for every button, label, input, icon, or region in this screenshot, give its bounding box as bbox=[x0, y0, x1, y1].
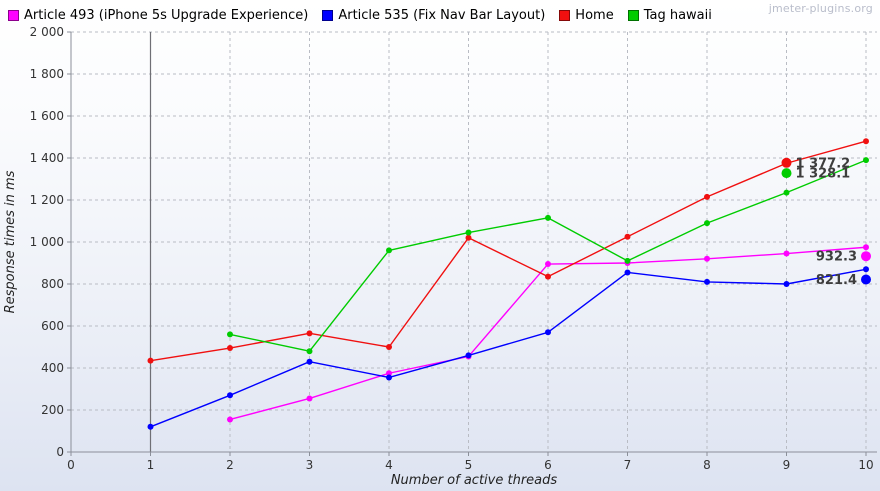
legend-label: Article 535 (Fix Nav Bar Layout) bbox=[338, 8, 546, 23]
x-tick-label: 10 bbox=[858, 458, 873, 472]
data-point bbox=[227, 345, 233, 352]
series-3 bbox=[227, 157, 869, 355]
x-tick-label: 4 bbox=[385, 458, 393, 472]
x-tick-label: 9 bbox=[783, 458, 791, 472]
y-axis-title: Response times in ms bbox=[3, 170, 18, 313]
x-tick-label: 5 bbox=[465, 458, 473, 472]
data-point bbox=[863, 138, 869, 145]
data-point bbox=[386, 374, 392, 381]
data-point bbox=[545, 273, 551, 280]
data-point bbox=[465, 352, 472, 359]
data-point bbox=[465, 234, 472, 241]
data-point bbox=[783, 189, 790, 196]
data-point bbox=[704, 255, 710, 262]
legend-label: Home bbox=[575, 8, 614, 23]
x-tick-label: 7 bbox=[624, 458, 632, 472]
final-value-text: 932.3 bbox=[816, 250, 857, 265]
y-tick-label: 1 400 bbox=[30, 151, 64, 165]
legend-swatch-green bbox=[627, 10, 639, 21]
final-value-text: 821.4 bbox=[816, 273, 857, 288]
y-tick-label: 1 200 bbox=[30, 193, 64, 207]
data-point bbox=[704, 278, 710, 285]
y-tick-label: 600 bbox=[41, 319, 64, 333]
final-value-text: 1 328.1 bbox=[796, 167, 851, 182]
final-value-text: 1 377.2 bbox=[796, 156, 851, 171]
data-point bbox=[704, 220, 710, 227]
chart-legend: Article 493 (iPhone 5s Upgrade Experienc… bbox=[8, 8, 712, 23]
y-tick-label: 2 000 bbox=[30, 25, 64, 39]
data-point bbox=[386, 370, 392, 377]
final-value-dot bbox=[781, 157, 792, 168]
x-tick-label: 2 bbox=[226, 458, 234, 472]
value-labels: 1 377.21 328.1 932.3 821.4 bbox=[781, 156, 871, 288]
data-point bbox=[783, 281, 790, 287]
y-tick-label: 200 bbox=[41, 403, 64, 417]
data-point bbox=[147, 423, 154, 430]
data-point bbox=[386, 247, 392, 254]
legend-label: Article 493 (iPhone 5s Upgrade Experienc… bbox=[24, 8, 309, 23]
data-series bbox=[147, 138, 869, 430]
data-point bbox=[386, 344, 392, 350]
y-tick-label: 1 000 bbox=[30, 235, 64, 249]
x-tick-label: 6 bbox=[544, 458, 552, 472]
data-point bbox=[227, 416, 233, 423]
data-point bbox=[863, 157, 869, 164]
legend-item-article-535: Article 535 (Fix Nav Bar Layout) bbox=[322, 8, 545, 23]
legend-item-article-493: Article 493 (iPhone 5s Upgrade Experienc… bbox=[8, 8, 308, 23]
data-point bbox=[306, 348, 313, 355]
final-value-dot bbox=[781, 168, 792, 179]
data-point bbox=[227, 392, 233, 399]
data-point bbox=[306, 395, 313, 402]
legend-swatch-blue bbox=[322, 10, 334, 21]
data-point bbox=[545, 329, 551, 336]
x-axis-title: Number of active threads bbox=[391, 473, 558, 488]
final-value-label: 1 377.2 bbox=[781, 156, 851, 171]
y-tick-label: 800 bbox=[41, 277, 64, 291]
series-1 bbox=[147, 266, 869, 430]
data-point bbox=[306, 358, 313, 365]
x-tick-label: 1 bbox=[147, 458, 155, 472]
series-2 bbox=[147, 138, 869, 364]
data-point bbox=[624, 233, 631, 240]
final-value-dot bbox=[861, 274, 871, 285]
x-tick-label: 3 bbox=[306, 458, 314, 472]
data-point bbox=[465, 229, 472, 236]
legend-item-home: Home bbox=[559, 8, 614, 23]
data-point bbox=[624, 257, 631, 264]
data-point bbox=[624, 269, 631, 276]
legend-swatch-magenta bbox=[8, 10, 19, 21]
data-point bbox=[704, 193, 710, 200]
data-point bbox=[147, 357, 154, 364]
watermark: jmeter-plugins.org bbox=[768, 2, 873, 15]
legend-label: Tag hawaii bbox=[643, 8, 712, 23]
data-point bbox=[863, 266, 869, 273]
data-point bbox=[545, 261, 551, 268]
axes: 0 200 400 600 800 1 000 1 200 1 400 1 600 1 800 2 … bbox=[30, 25, 877, 472]
y-tick-label: 0 bbox=[56, 445, 64, 459]
series-line bbox=[150, 268, 867, 428]
final-value-dot bbox=[861, 251, 871, 262]
y-tick-label: 400 bbox=[41, 361, 64, 375]
series-line bbox=[150, 140, 867, 362]
data-point bbox=[545, 214, 551, 221]
data-point bbox=[783, 250, 790, 257]
data-point bbox=[306, 330, 313, 337]
x-tick-label: 0 bbox=[67, 458, 75, 472]
final-value-label: 932.3 bbox=[816, 250, 871, 265]
x-tick-label: 8 bbox=[703, 458, 711, 472]
legend-item-tag-hawaii: Tag hawaii bbox=[627, 8, 712, 23]
legend-swatch-red bbox=[559, 10, 571, 21]
gridlines bbox=[71, 31, 877, 452]
final-value-label: 821.4 bbox=[816, 273, 871, 288]
final-value-label: 1 328.1 bbox=[781, 167, 851, 182]
y-tick-label: 1 600 bbox=[30, 109, 64, 123]
y-tick-label: 1 800 bbox=[30, 67, 64, 81]
data-point bbox=[227, 331, 233, 338]
data-point bbox=[863, 244, 869, 251]
